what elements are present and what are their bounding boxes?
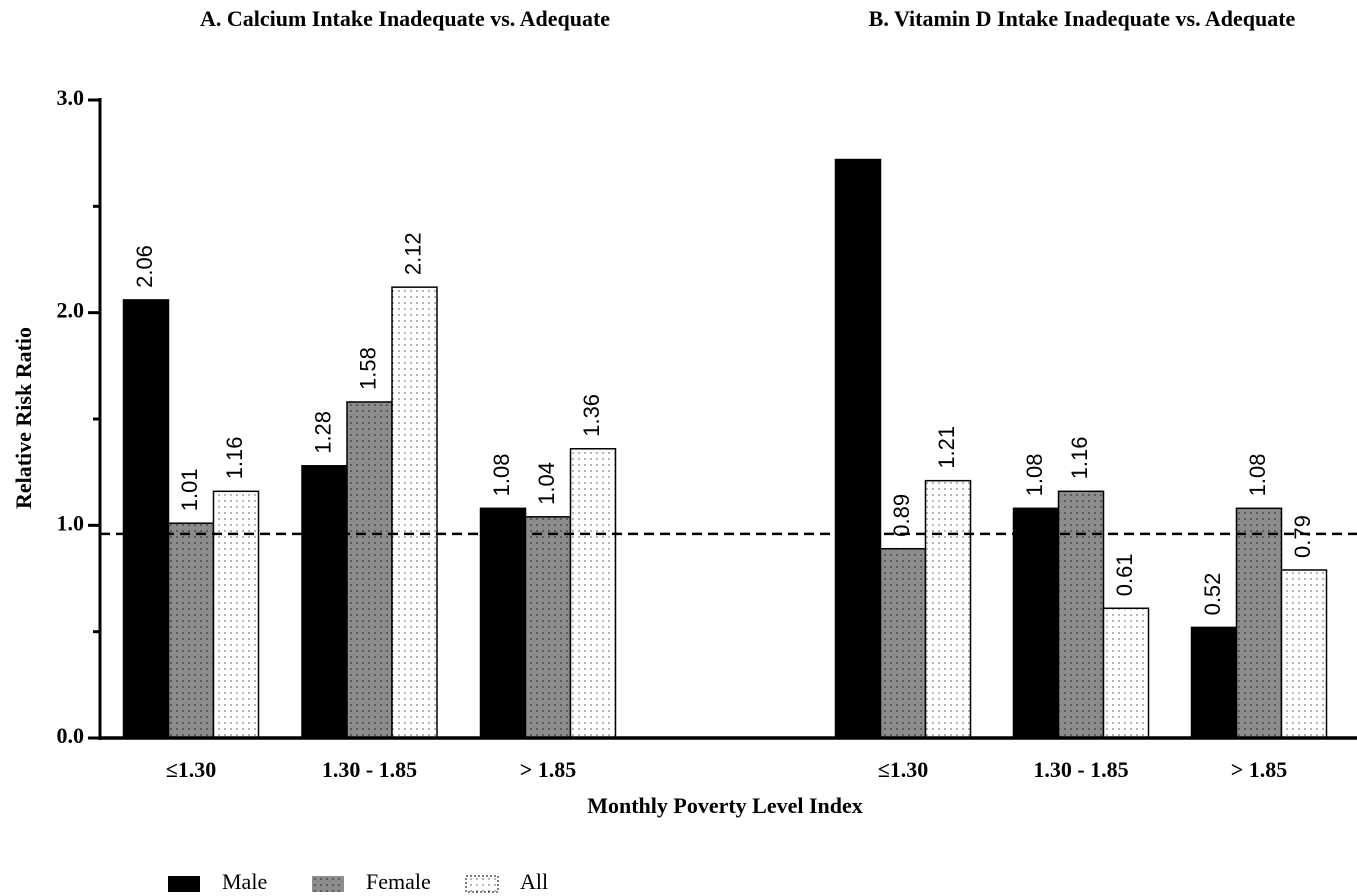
legend-swatch [465,875,499,893]
value-label: 1.36 [579,394,604,437]
x-tick-label: 1.30 - 1.85 [322,757,417,782]
value-label: 0.52 [1200,573,1225,616]
legend-swatch [312,876,344,892]
bar [1012,507,1060,739]
bar [122,299,170,739]
legend-swatch [168,876,200,892]
value-label: 0.79 [1290,515,1315,558]
y-tick-label: 3.0 [57,85,85,110]
bar [569,448,617,739]
bar [1280,569,1328,739]
value-label: 1.08 [1245,453,1270,496]
value-label: 1.16 [1067,436,1092,479]
bar [391,286,438,739]
bar [879,547,927,739]
value-label: 1.08 [489,453,514,496]
bar [524,516,572,739]
x-tick-label: > 1.85 [520,757,577,782]
bar [1102,607,1150,739]
y-tick-label: 1.0 [57,510,85,535]
bar [212,490,260,739]
bar [1235,507,1283,739]
x-tick-label: ≤1.30 [166,757,217,782]
bar [834,158,882,739]
y-tick-label: 2.0 [57,298,85,323]
value-label: 1.16 [222,436,247,479]
legend-label: Female [366,869,431,894]
legend-label: Male [222,869,267,894]
x-axis-label: Monthly Poverty Level Index [587,793,863,818]
value-label: 0.89 [889,494,914,537]
x-tick-label: 1.30 - 1.85 [1033,757,1128,782]
value-label: 1.04 [534,462,559,505]
value-label: 1.21 [934,426,959,469]
bar [346,401,393,739]
x-tick-label: ≤1.30 [878,757,929,782]
value-label: 0.61 [1112,553,1137,596]
value-label: 1.08 [1022,453,1047,496]
bar [479,507,527,739]
panel-title: A. Calcium Intake Inadequate vs. Adequat… [200,6,610,31]
y-tick-label: 0.0 [57,723,85,748]
legend-label: All [520,869,548,894]
bar [924,479,972,739]
value-label: 2.06 [132,245,157,288]
y-axis-label: Relative Risk Ratio [11,327,36,509]
x-tick-label: > 1.85 [1231,757,1288,782]
panel-title: B. Vitamin D Intake Inadequate vs. Adequ… [869,6,1296,31]
value-label: 2.12 [400,232,425,275]
value-label: 1.58 [355,347,380,390]
bar [301,465,348,739]
bar [1057,490,1105,739]
value-label: 1.01 [177,468,202,511]
bar [167,522,215,739]
value-label: 1.28 [310,411,335,454]
bar [1190,626,1238,739]
